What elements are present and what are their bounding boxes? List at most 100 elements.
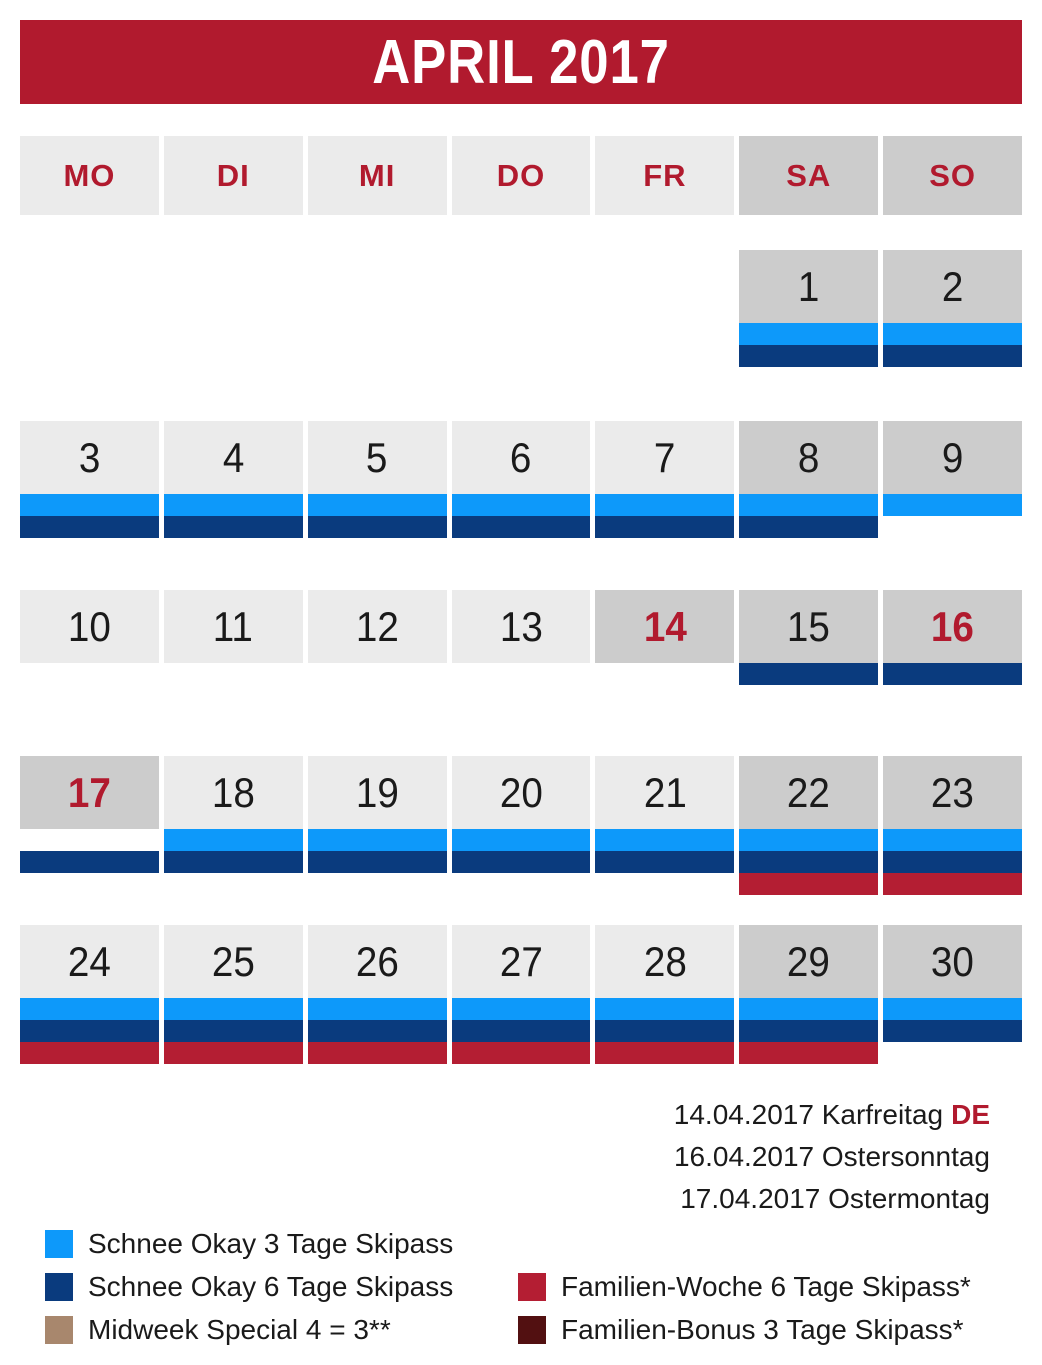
day-number: 15 <box>787 602 831 650</box>
bar-schnee-okay-6-tage <box>595 1020 735 1042</box>
day-number: 8 <box>797 433 820 481</box>
legend-swatch-family-bonus-maroon <box>518 1315 546 1344</box>
day-number-box: 8 <box>739 421 879 494</box>
bar-schnee-okay-6-tage <box>595 851 735 873</box>
day-number: 2 <box>941 262 964 310</box>
day-cell-30: 30 <box>883 925 1023 1042</box>
weekday-header-so: SO <box>883 136 1023 215</box>
day-number: 3 <box>78 433 101 481</box>
day-number: 4 <box>222 433 245 481</box>
day-cell-26: 26 <box>307 925 447 1064</box>
day-number-box: 12 <box>307 590 447 663</box>
weekday-header-sa: SA <box>739 136 879 215</box>
day-number-box: 23 <box>883 756 1023 829</box>
week-row: 17 18 19 20 21 22 23 <box>20 756 1023 895</box>
day-number-box: 17 <box>20 756 159 829</box>
legend-label: Schnee Okay 6 Tage Skipass <box>88 1270 454 1302</box>
bar-schnee-okay-3-tage <box>739 998 879 1020</box>
day-cell-20: 20 <box>451 756 591 873</box>
day-number-box: 16 <box>883 590 1023 663</box>
bar-schnee-okay-3-tage <box>883 494 1023 516</box>
bar-schnee-okay-6-tage <box>739 663 879 685</box>
bar-schnee-okay-6-tage <box>739 345 879 367</box>
bar-schnee-okay-6-tage <box>883 663 1023 685</box>
bar-schnee-okay-3-tage <box>739 829 879 851</box>
day-number-box: 4 <box>163 421 303 494</box>
bar-schnee-okay-6-tage <box>307 851 447 873</box>
day-number: 23 <box>931 768 975 816</box>
day-cell-28: 28 <box>595 925 735 1064</box>
day-number-box: 21 <box>595 756 735 829</box>
bar-familien-woche <box>163 1042 303 1064</box>
day-number-box: 9 <box>883 421 1023 494</box>
day-number-box: 26 <box>307 925 447 998</box>
bar-schnee-okay-3-tage <box>739 494 879 516</box>
bar-schnee-okay-3-tage <box>163 829 303 851</box>
day-cell-13: 13 <box>451 590 591 663</box>
bar-schnee-okay-6-tage <box>739 516 879 538</box>
legend-item: Midweek Special 4 = 3** <box>45 1308 518 1351</box>
bar-schnee-okay-6-tage <box>883 345 1023 367</box>
legend-label: Schnee Okay 3 Tage Skipass <box>88 1227 454 1259</box>
day-number-box: 25 <box>163 925 303 998</box>
day-cell-12: 12 <box>307 590 447 663</box>
day-number-box: 29 <box>739 925 879 998</box>
day-cell-24: 24 <box>20 925 159 1064</box>
bar-schnee-okay-3-tage <box>595 494 735 516</box>
day-number: 22 <box>787 768 831 816</box>
day-number: 30 <box>931 937 975 985</box>
day-number: 29 <box>787 937 831 985</box>
day-number: 9 <box>941 433 964 481</box>
bar-schnee-okay-6-tage <box>163 516 303 538</box>
day-cell-5: 5 <box>307 421 447 538</box>
bar-familien-woche <box>595 1042 735 1064</box>
bar-schnee-okay-3-tage <box>451 829 591 851</box>
day-cell-19: 19 <box>307 756 447 873</box>
day-cell-16: 16 <box>883 590 1023 685</box>
day-number: 6 <box>510 433 532 481</box>
weekday-header-fr: FR <box>595 136 735 215</box>
bar-schnee-okay-6-tage <box>307 516 447 538</box>
day-number-box: 18 <box>163 756 303 829</box>
bar-schnee-okay-3-tage <box>595 998 735 1020</box>
day-cell-6: 6 <box>451 421 591 538</box>
bar-schnee-okay-3-tage <box>739 323 879 345</box>
day-cell-10: 10 <box>20 590 159 663</box>
bar-schnee-okay-3-tage <box>307 998 447 1020</box>
day-cell-1: 1 <box>739 250 879 367</box>
week-row: 10 11 12 13 14 15 16 <box>20 590 1023 685</box>
day-number-box: 20 <box>451 756 591 829</box>
day-number-box: 27 <box>451 925 591 998</box>
legend-label: Familien-Bonus 3 Tage Skipass* <box>561 1313 964 1345</box>
calendar-title: APRIL 2017 <box>372 27 670 97</box>
bar-schnee-okay-6-tage <box>163 851 303 873</box>
day-number-box: 2 <box>883 250 1023 323</box>
day-number: 14 <box>643 602 687 650</box>
bar-schnee-okay-6-tage <box>20 516 159 538</box>
calendar-grid: 1 2 3 4 5 6 7 8 9 10 11 12 13 14 15 16 17 18 19 20 21 22 23 24 2… <box>20 250 1023 1064</box>
legend-item: Schnee Okay 6 Tage Skipass <box>45 1265 518 1308</box>
week-row: 3 4 5 6 7 8 9 <box>20 421 1023 538</box>
bar-schnee-okay-6-tage <box>451 516 591 538</box>
day-number-box: 10 <box>20 590 159 663</box>
day-cell-9: 9 <box>883 421 1023 516</box>
day-cell-11: 11 <box>163 590 303 663</box>
day-number-box: 15 <box>739 590 879 663</box>
bar-schnee-okay-6-tage <box>307 1020 447 1042</box>
bar-schnee-okay-3-tage <box>595 829 735 851</box>
weekday-header-mo: MO <box>20 136 159 215</box>
day-cell-14: 14 <box>595 590 735 663</box>
country-flag-label: DE <box>951 1099 990 1130</box>
bar-schnee-okay-3-tage <box>163 998 303 1020</box>
bar-familien-woche <box>451 1042 591 1064</box>
legend-item: Schnee Okay 3 Tage Skipass <box>45 1222 518 1265</box>
day-number: 19 <box>355 768 399 816</box>
day-number: 24 <box>67 937 111 985</box>
calendar-title-bar: APRIL 2017 <box>20 20 1022 104</box>
legend-item: Familien-Woche 6 Tage Skipass* <box>518 1265 971 1308</box>
day-cell-8: 8 <box>739 421 879 538</box>
bar-schnee-okay-3-tage <box>307 829 447 851</box>
legend-item: Familien-Bonus 3 Tage Skipass* <box>518 1308 971 1351</box>
